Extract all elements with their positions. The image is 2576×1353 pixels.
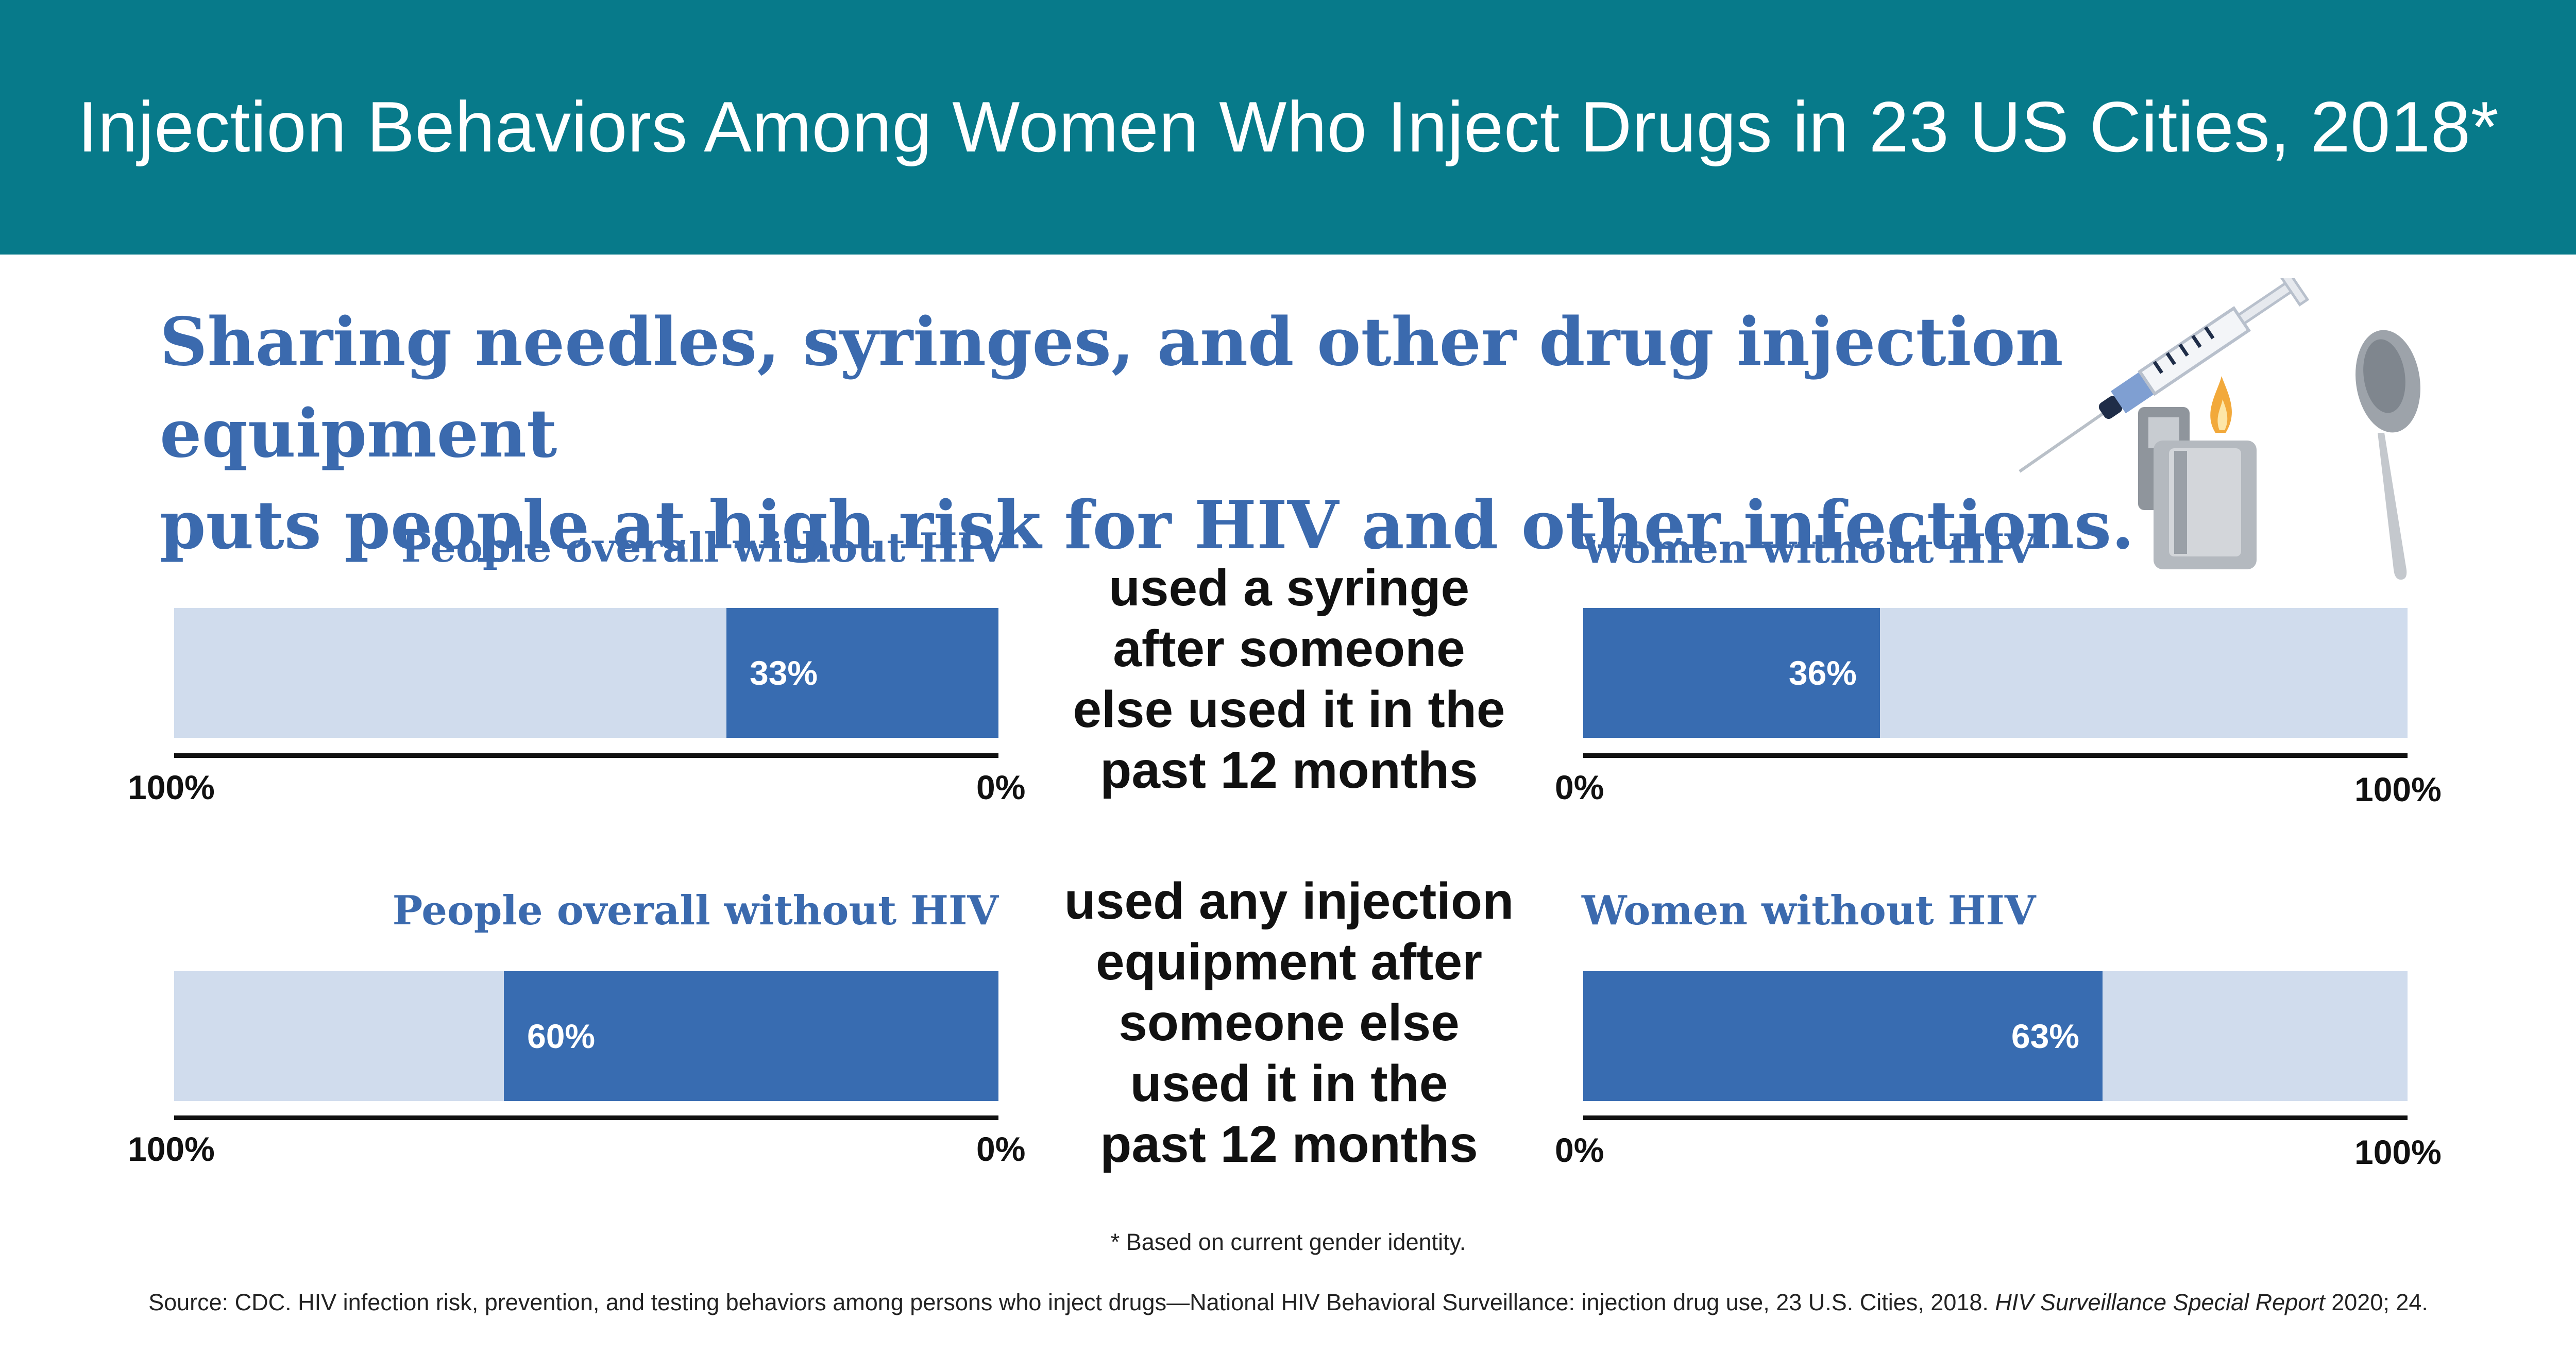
footnote: * Based on current gender identity. [1110, 1229, 1466, 1255]
source-report-title: HIV Surveillance Special Report [1995, 1289, 2325, 1315]
source-text: Source: CDC. HIV infection risk, prevent… [148, 1289, 1995, 1315]
description-syringe-line-1: used a syringe [1108, 559, 1470, 617]
subtitle-line-1: Sharing needles, syringes, and other dru… [160, 303, 2063, 472]
description-equipment: used any injection equipment after someo… [1001, 871, 1578, 1175]
chart-3-value-label: 60% [527, 1017, 596, 1055]
description-equipment-line-1: used any injection [1064, 872, 1514, 930]
chart-2-bar-track: 36% [1583, 608, 2408, 738]
page-title: Injection Behaviors Among Women Who Inje… [77, 87, 2499, 167]
chart-1-value-label: 33% [750, 654, 818, 692]
source-citation: Source: CDC. HIV infection risk, prevent… [0, 1289, 2576, 1316]
chart-3-tick-100: 100% [128, 1130, 215, 1168]
chart-4-bar [1583, 971, 2103, 1101]
description-syringe-line-2: after someone [1113, 620, 1465, 678]
description-equipment-line-3: someone else [1118, 994, 1460, 1052]
description-equipment-line-4: used it in the [1130, 1055, 1448, 1112]
chart-3-title: People overall without HIV [392, 887, 998, 934]
chart-1-tick-0: 0% [976, 768, 1026, 806]
description-syringe-line-3: else used it in the [1073, 681, 1505, 738]
chart-1-title: People overall without HIV [401, 525, 1007, 571]
header-banner: Injection Behaviors Among Women Who Inje… [0, 0, 2576, 255]
lighter-icon [2138, 376, 2257, 569]
chart-4-value-label: 63% [2011, 1017, 2079, 1055]
chart-2-value-label: 36% [1788, 654, 1857, 692]
chart-2-title: Women without HIV [1582, 526, 2036, 572]
description-equipment-line-5: past 12 months [1100, 1115, 1478, 1173]
description-syringe: used a syringe after someone else used i… [1001, 557, 1578, 801]
description-equipment-line-2: equipment after [1095, 933, 1483, 991]
chart-4-title: Women without HIV [1582, 887, 2036, 934]
chart-3-axis [174, 1115, 998, 1120]
chart-1-bar-track: 33% [174, 608, 998, 738]
chart-4-tick-100: 100% [2354, 1133, 2442, 1171]
chart-2-tick-0: 0% [1555, 768, 1604, 806]
syringe-icon [2019, 278, 2310, 473]
subtitle-line-2: puts people at high risk for HIV and oth… [160, 487, 2134, 564]
chart-3-bar [504, 971, 998, 1101]
spoon-icon [2355, 330, 2420, 580]
chart-1-axis [174, 753, 998, 758]
chart-2-bar [1583, 608, 1880, 738]
chart-4-bar-track: 63% [1583, 971, 2408, 1101]
drug-equipment-illustration [2019, 278, 2420, 580]
chart-1-bar [726, 608, 998, 738]
description-syringe-line-4: past 12 months [1100, 741, 1478, 799]
chart-2-tick-100: 100% [2354, 770, 2442, 808]
chart-3-tick-0: 0% [976, 1130, 1026, 1168]
source-end: 2020; 24. [2325, 1289, 2428, 1315]
chart-3-bar-track: 60% [174, 971, 998, 1101]
chart-2-axis [1583, 753, 2408, 758]
chart-4-axis [1583, 1115, 2408, 1120]
chart-1-tick-100: 100% [128, 768, 215, 806]
chart-4-tick-0: 0% [1555, 1131, 1604, 1169]
subtitle: Sharing needles, syringes, and other dru… [160, 296, 2169, 571]
